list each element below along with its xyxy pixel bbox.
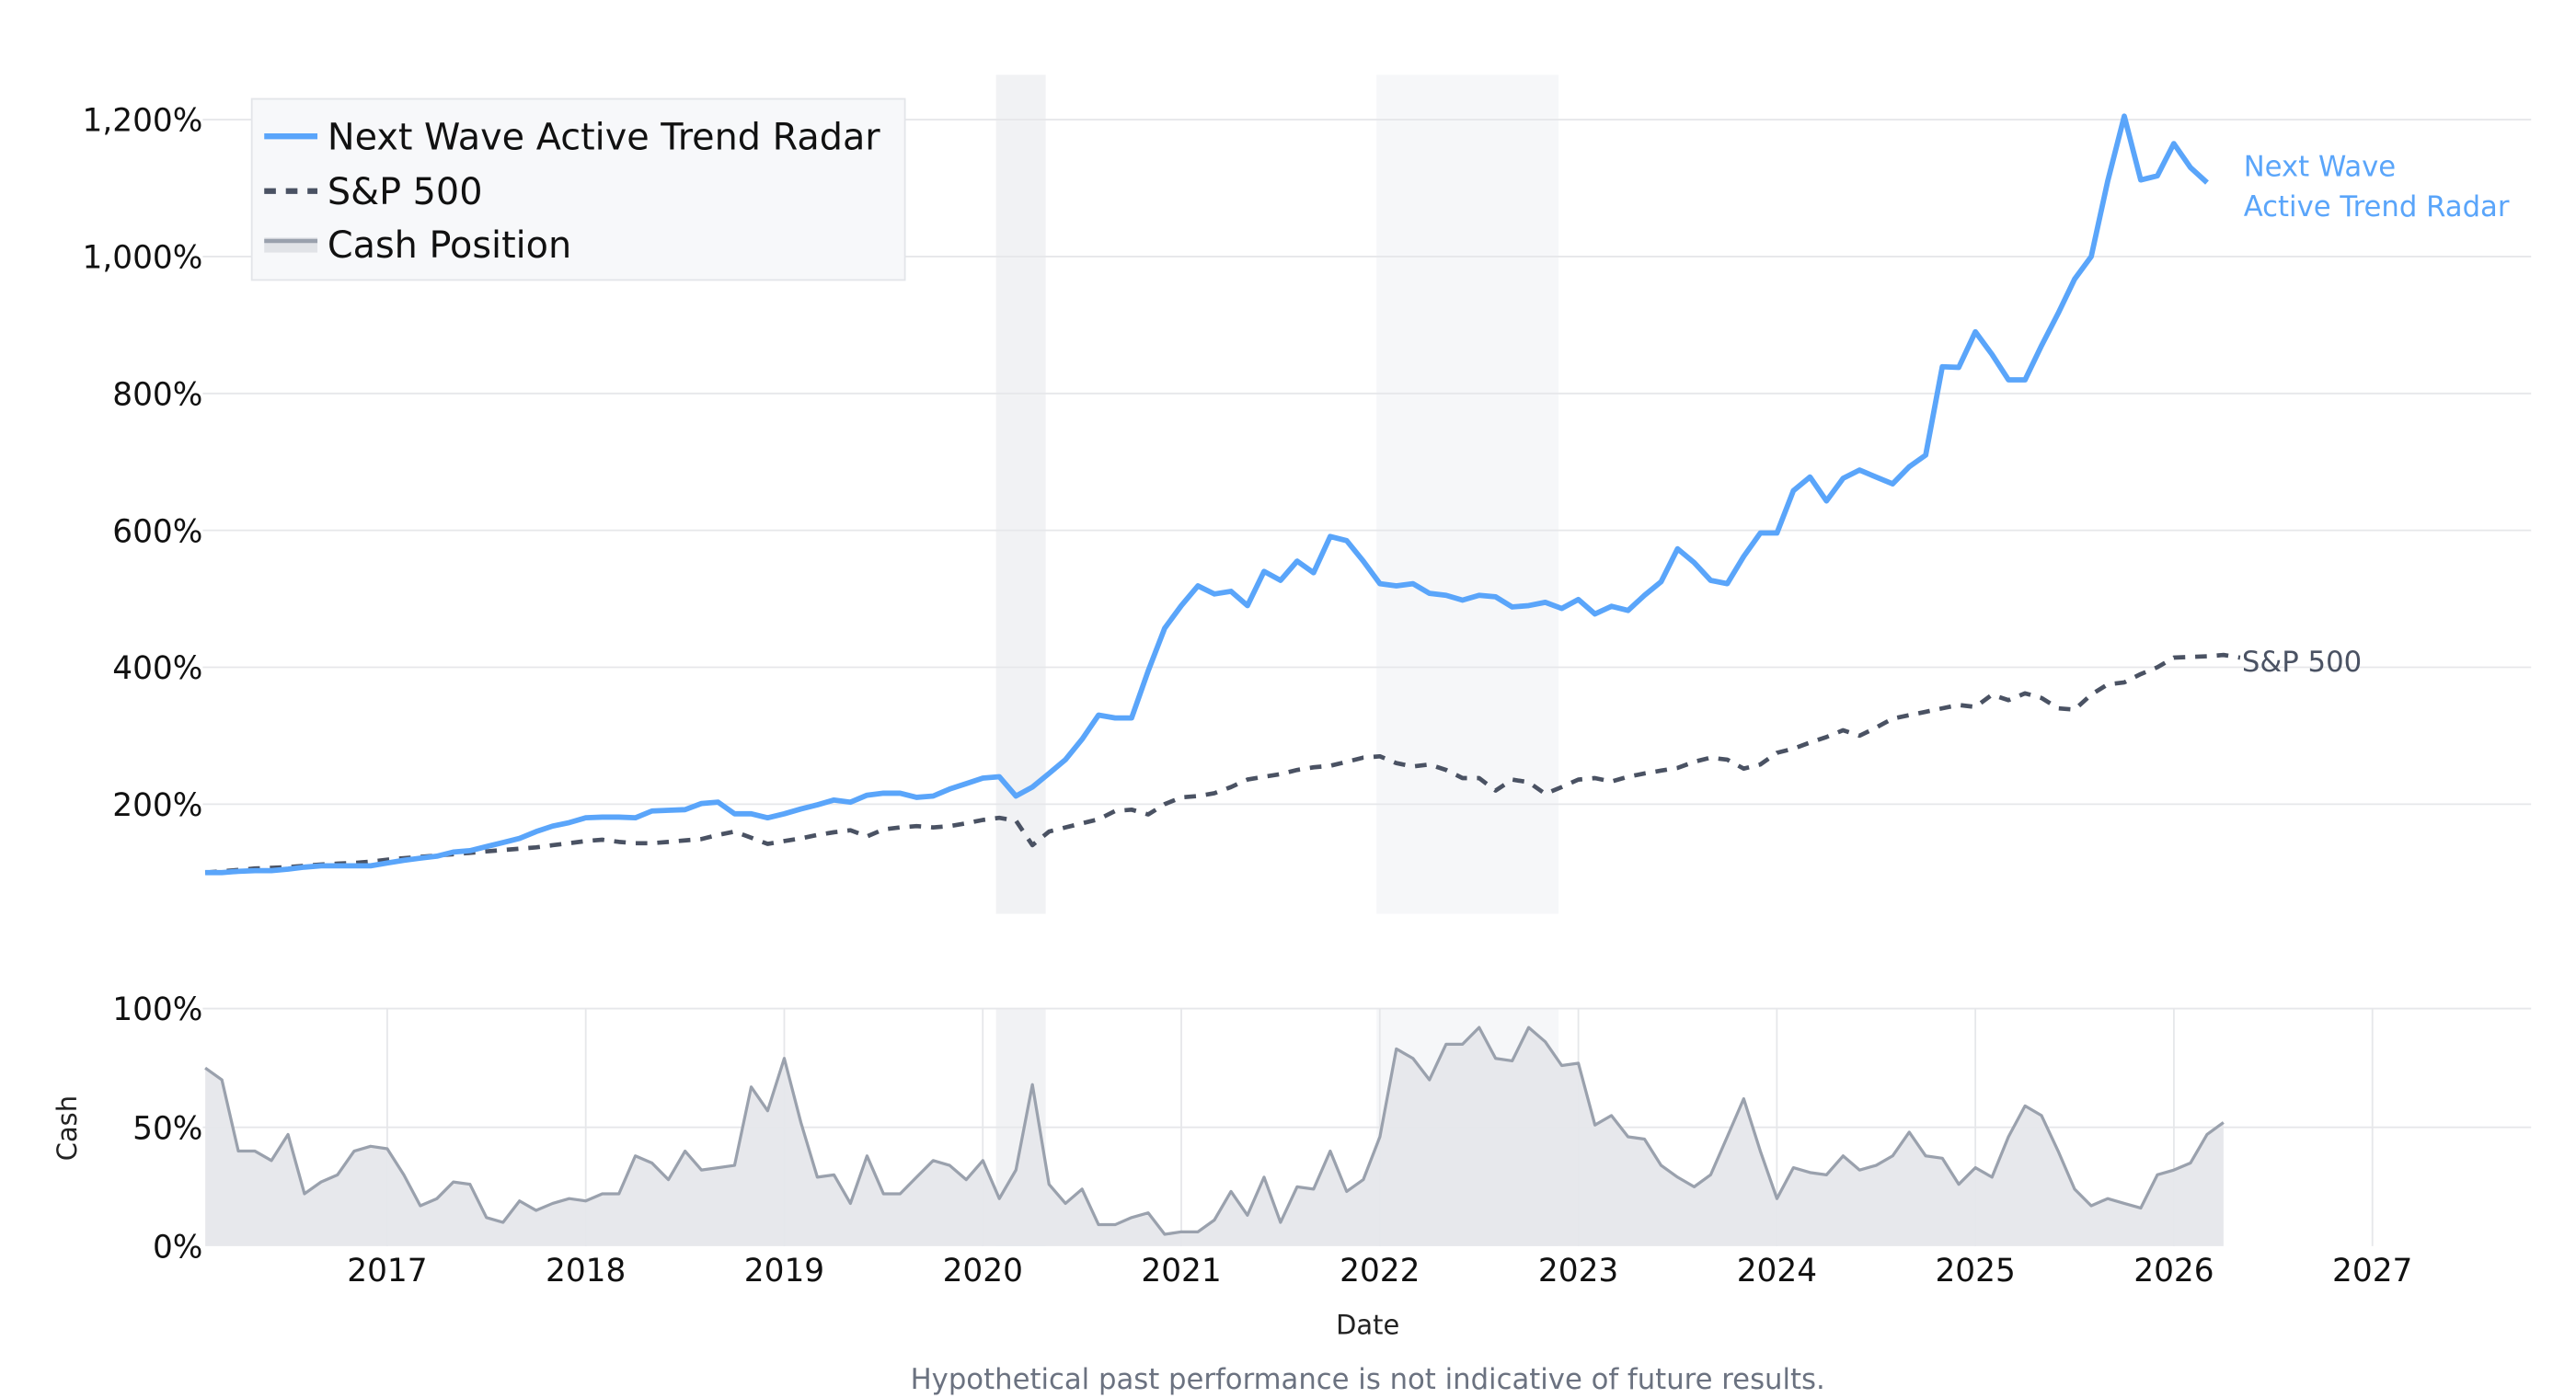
x-tick-label: 2019 xyxy=(744,1253,824,1289)
strategy-annotation-line1: Next Wave xyxy=(2244,152,2396,184)
x-tick-label: 2026 xyxy=(2133,1253,2214,1289)
y-tick-label: 600% xyxy=(112,513,202,550)
disclaimer-footnote: Hypothetical past performance is not ind… xyxy=(911,1364,1825,1396)
legend-item-strategy[interactable]: Next Wave Active Trend Radar xyxy=(264,117,880,159)
x-tick-label: 2020 xyxy=(943,1253,1023,1289)
x-tick-label: 2023 xyxy=(1538,1253,1618,1289)
shaded-periods-main xyxy=(995,74,1559,914)
y-tick-label: 400% xyxy=(112,650,202,687)
cash-position-area xyxy=(204,1026,2225,1246)
x-tick-label: 2024 xyxy=(1737,1253,1817,1289)
cash-y-axis-ticks: 0% 50% 100% xyxy=(112,991,202,1266)
cash-y-axis-title: Cash xyxy=(52,1095,83,1161)
y-tick-label: 800% xyxy=(112,376,202,413)
cash-area-fill xyxy=(205,1027,2224,1246)
x-tick-label: 2027 xyxy=(2332,1253,2412,1289)
legend-box xyxy=(250,97,906,281)
y-tick-label: 200% xyxy=(112,787,202,824)
legend-label-cash: Cash Position xyxy=(328,224,571,267)
benchmark-annotation: S&P 500 xyxy=(2242,647,2362,679)
strategy-line xyxy=(205,113,2209,876)
legend-label-benchmark: S&P 500 xyxy=(328,171,483,213)
shaded-period-band xyxy=(995,74,1046,914)
legend-label-strategy: Next Wave Active Trend Radar xyxy=(328,117,880,159)
x-axis-ticks: 2017 2018 2019 2020 2021 2022 2023 2024 2025 2026… xyxy=(347,1253,2412,1289)
y-tick-label: 100% xyxy=(112,991,202,1028)
legend-item-cash[interactable]: Cash Position xyxy=(264,224,571,267)
x-axis-title: Date xyxy=(1336,1310,1399,1341)
y-tick-label: 0% xyxy=(153,1230,202,1266)
y-tick-label: 1,200% xyxy=(83,103,203,140)
y-tick-label: 1,000% xyxy=(83,240,203,277)
x-tick-label: 2021 xyxy=(1141,1253,1221,1289)
cash-line xyxy=(204,1026,2225,1236)
benchmark-line xyxy=(204,652,2241,876)
shaded-period-band xyxy=(1376,74,1559,914)
x-tick-label: 2018 xyxy=(546,1253,626,1289)
x-tick-label: 2017 xyxy=(347,1253,427,1289)
y-tick-label: 50% xyxy=(132,1110,202,1147)
x-tick-label: 2022 xyxy=(1340,1253,1420,1289)
main-series-lines xyxy=(204,113,2241,876)
legend: Next Wave Active Trend Radar S&P 500 Cas… xyxy=(250,97,906,281)
strategy-annotation-line2: Active Trend Radar xyxy=(2244,191,2510,223)
main-y-axis-ticks: 200% 400% 600% 800% 1,000% 1,200% xyxy=(83,103,203,824)
x-tick-label: 2025 xyxy=(1935,1253,2015,1289)
legend-item-benchmark[interactable]: S&P 500 xyxy=(264,171,483,213)
